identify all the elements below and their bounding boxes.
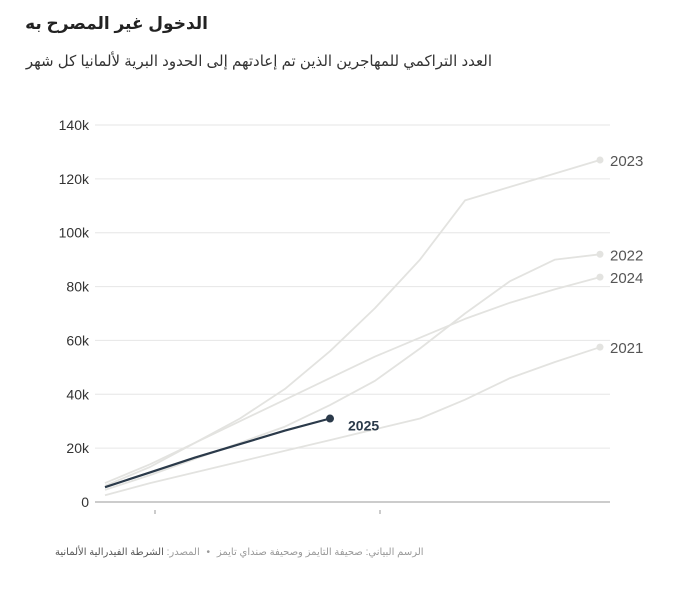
chart-title: الدخول غير المصرح به <box>25 14 208 33</box>
series-end-point-2021 <box>596 343 604 351</box>
series-line-2021 <box>104 346 601 497</box>
series-label-2025: 2025 <box>348 418 379 434</box>
series-label-2024: 2024 <box>610 270 643 287</box>
y-tick-label: 100k <box>59 225 90 241</box>
series-line-2024 <box>104 276 601 484</box>
series-label-2021: 2021 <box>610 340 643 357</box>
y-tick-label: 40k <box>66 386 90 402</box>
y-tick-label: 20k <box>66 440 90 456</box>
y-tick-label: 120k <box>59 171 90 187</box>
footer-credit: الرسم البياني: صحيفة التايمز وصحيفة صندا… <box>216 547 424 558</box>
footer-source-name: الشرطة الفيدرالية الألمانية <box>55 547 164 558</box>
line-chart: 0 20k 40k 60k 80k 100k 120k 140k 2023 2022 2024 202… <box>59 117 643 514</box>
series-label-2023: 2023 <box>610 153 643 170</box>
y-tick-label: 0 <box>81 494 89 510</box>
y-tick-label: 60k <box>66 332 90 348</box>
chart-footer: الرسم البياني: صحيفة التايمز وصحيفة صندا… <box>55 547 424 558</box>
y-tick-label: 140k <box>59 117 90 133</box>
footer-separator: • <box>206 547 211 558</box>
series-end-point-2022 <box>596 250 604 258</box>
series-line-2023 <box>104 159 601 487</box>
chart-subtitle: العدد التراكمي للمهاجرين الذين تم إعادته… <box>25 53 492 70</box>
series-end-point-2023 <box>596 156 604 164</box>
series-end-point-2024 <box>596 273 604 281</box>
series-label-2022: 2022 <box>610 247 643 264</box>
y-tick-label: 80k <box>66 279 90 295</box>
series-line-2022 <box>104 253 601 491</box>
series-line-2025 <box>104 417 331 489</box>
footer-source-label: المصدر: <box>166 547 200 558</box>
series-end-point-2025 <box>326 414 334 423</box>
